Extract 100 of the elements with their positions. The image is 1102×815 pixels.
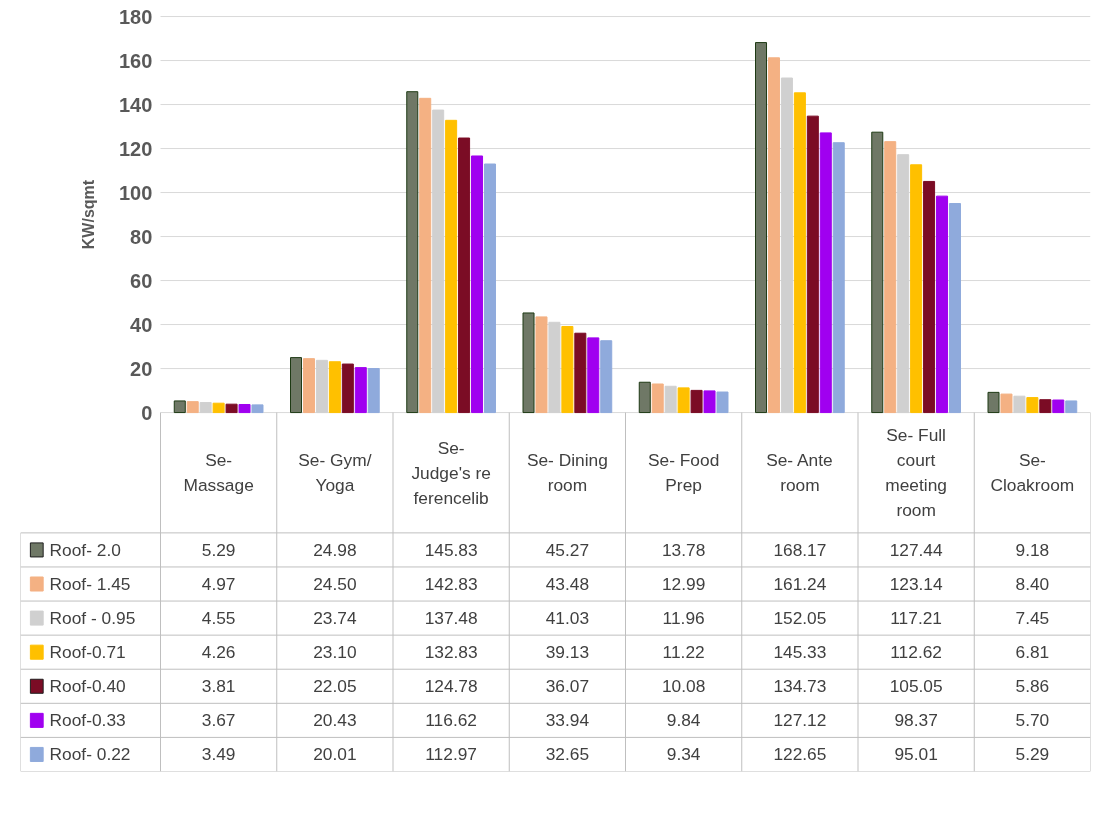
bar — [251, 404, 264, 414]
bar — [535, 316, 548, 414]
data-label: 41.03 — [545, 608, 590, 629]
bar — [767, 57, 780, 414]
data-label: 168.17 — [773, 539, 827, 560]
bar — [1013, 395, 1026, 414]
bar — [406, 91, 419, 414]
x-tick-label: Se- Full court meeting room — [885, 425, 947, 521]
bar — [483, 163, 496, 414]
bar — [948, 203, 961, 414]
y-tick-label: 60 — [130, 269, 153, 292]
data-label: 123.14 — [889, 574, 943, 595]
data-label: 8.40 — [1015, 574, 1050, 595]
data-label: 22.05 — [313, 676, 357, 697]
data-label: 33.94 — [545, 710, 590, 731]
data-label: 32.65 — [545, 744, 590, 765]
legend-label: Roof- 1.45 — [49, 574, 131, 595]
bar — [793, 92, 806, 414]
y-tick-label: 160 — [118, 49, 153, 72]
data-label: 23.10 — [313, 642, 357, 663]
bar — [884, 141, 897, 414]
legend-label: Roof - 0.95 — [49, 608, 136, 629]
data-label: 9.18 — [1015, 539, 1050, 560]
data-label: 112.97 — [425, 744, 477, 765]
data-label: 95.01 — [894, 744, 938, 765]
y-tick-label: 120 — [118, 137, 153, 160]
data-label: 142.83 — [424, 574, 478, 595]
legend-label: Roof-0.40 — [49, 676, 126, 697]
legend-label: Roof-0.71 — [49, 642, 126, 663]
legend-label: Roof-0.33 — [49, 710, 126, 731]
data-label: 5.29 — [201, 539, 236, 560]
x-tick-label: Se- Massage — [183, 450, 254, 496]
data-label: 24.50 — [313, 574, 357, 595]
data-label: 4.26 — [201, 642, 236, 663]
data-label: 134.73 — [773, 676, 827, 697]
bar — [574, 332, 587, 414]
data-label: 145.83 — [424, 539, 478, 560]
bar — [923, 180, 936, 414]
x-tick-label: Se- Ante room — [766, 450, 833, 496]
data-label: 9.34 — [666, 744, 701, 765]
bar — [561, 325, 574, 414]
data-label: 98.37 — [894, 710, 938, 731]
x-tick-label: Se- Food Prep — [647, 450, 720, 496]
data-label: 161.24 — [773, 574, 827, 595]
y-tick-label: 20 — [130, 357, 153, 380]
data-label: 20.01 — [313, 744, 357, 765]
data-label: 122.65 — [773, 744, 827, 765]
bar — [587, 337, 600, 414]
x-tick-label: Se- Cloakroom — [990, 450, 1075, 496]
y-tick-label: 40 — [130, 313, 153, 336]
data-label: 4.97 — [201, 574, 236, 595]
bar — [936, 195, 949, 414]
y-tick-label: 100 — [118, 181, 153, 204]
data-label: 5.29 — [1015, 744, 1050, 765]
data-label: 11.22 — [662, 642, 705, 663]
bar — [819, 132, 832, 414]
bar — [1065, 400, 1078, 414]
data-label: 5.86 — [1015, 676, 1050, 697]
bar — [651, 383, 664, 414]
bar — [328, 361, 341, 414]
legend-label: Roof- 2.0 — [49, 539, 121, 560]
x-tick-label: Se- Judge's referencelib — [411, 437, 491, 508]
bar — [186, 401, 199, 414]
data-label: 10.08 — [661, 676, 706, 697]
data-label: 9.84 — [666, 710, 701, 731]
bar — [341, 363, 354, 414]
data-label: 124.78 — [424, 676, 478, 697]
data-label: 145.33 — [773, 642, 827, 663]
data-label: 117.21 — [890, 608, 942, 629]
data-label: 13.78 — [661, 539, 706, 560]
bar — [638, 381, 651, 414]
bar — [1052, 399, 1065, 414]
bar — [458, 137, 471, 414]
bar — [716, 391, 729, 414]
data-label: 45.27 — [545, 539, 590, 560]
bar — [910, 164, 923, 414]
data-label: 12.99 — [661, 574, 706, 595]
x-tick-label: Se- Dining room — [526, 450, 608, 496]
data-label: 23.74 — [313, 608, 357, 629]
bar — [1026, 397, 1039, 414]
data-label: 3.67 — [201, 710, 236, 731]
bar — [832, 142, 845, 414]
bar — [354, 367, 367, 414]
bar — [471, 155, 484, 414]
bar — [173, 400, 186, 414]
data-label: 127.44 — [889, 539, 943, 560]
data-label: 112.62 — [890, 642, 942, 663]
y-axis-title: KW/sqmt — [79, 179, 97, 250]
data-label: 3.49 — [201, 744, 236, 765]
data-label: 7.45 — [1015, 608, 1050, 629]
bar — [600, 340, 613, 414]
bar — [445, 119, 458, 414]
y-tick-label: 180 — [118, 5, 153, 28]
bar — [690, 389, 703, 414]
data-label: 39.13 — [545, 642, 590, 663]
data-label: 105.05 — [889, 676, 943, 697]
data-label: 6.81 — [1015, 642, 1050, 663]
data-label: 43.48 — [545, 574, 590, 595]
bar — [806, 115, 819, 414]
data-label: 137.48 — [424, 608, 478, 629]
